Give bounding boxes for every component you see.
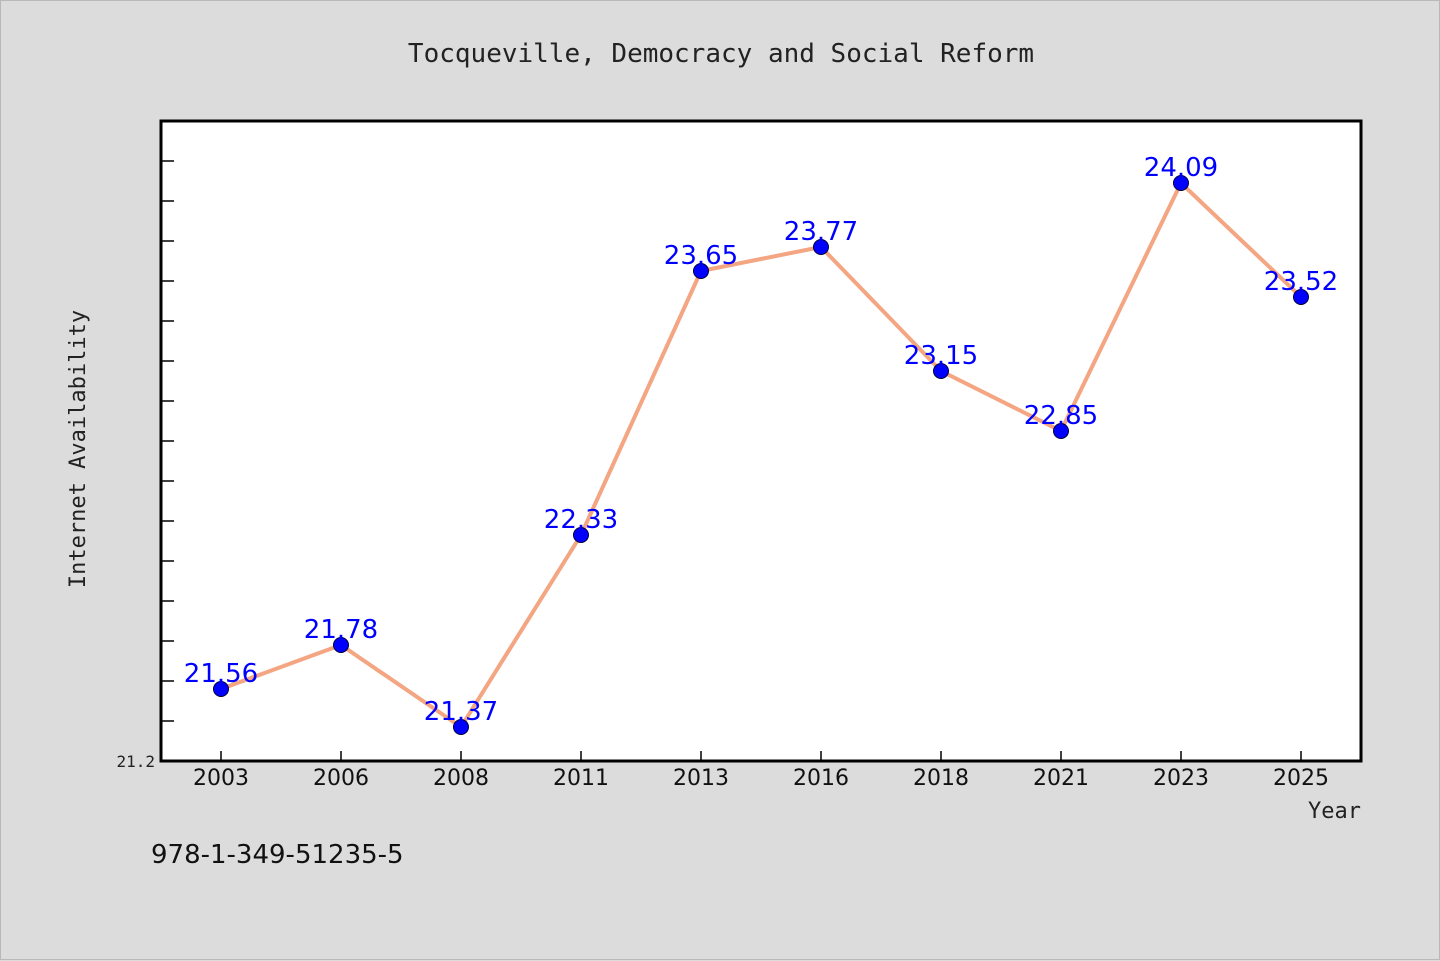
data-point-marker <box>573 527 589 543</box>
data-point-marker <box>1173 175 1189 191</box>
data-label: 24.09 <box>1144 153 1218 183</box>
x-tick-label: 2025 <box>1273 766 1329 791</box>
data-label: 21.78 <box>304 615 378 645</box>
y-tick-label-min: 21.2 <box>116 752 155 771</box>
data-label: 21.37 <box>424 697 498 727</box>
x-tick-label: 2021 <box>1033 766 1089 791</box>
data-point-marker <box>1053 423 1069 439</box>
data-point-marker <box>1293 289 1309 305</box>
x-tick-label: 2023 <box>1153 766 1209 791</box>
data-point-marker <box>213 681 229 697</box>
x-tick-label: 2006 <box>313 766 369 791</box>
chart-title: Tocqueville, Democracy and Social Reform <box>408 39 1034 69</box>
data-label: 22.33 <box>544 505 618 535</box>
data-point-marker <box>333 637 349 653</box>
data-label: 23.52 <box>1264 267 1338 297</box>
data-label: 21.56 <box>184 659 258 689</box>
x-tick-label: 2018 <box>913 766 969 791</box>
plot-area <box>159 119 1363 763</box>
series-line <box>219 181 1303 729</box>
x-tick-label: 2016 <box>793 766 849 791</box>
data-point-marker <box>813 239 829 255</box>
data-label: 23.77 <box>784 217 858 247</box>
series-line-group <box>219 181 1303 729</box>
x-tick-label: 2003 <box>193 766 249 791</box>
x-tick-label: 2011 <box>553 766 609 791</box>
y-axis-label: Internet Availability <box>66 310 91 588</box>
x-axis-label: Year <box>1308 799 1361 824</box>
data-point-marker <box>693 263 709 279</box>
x-tick-label: 2013 <box>673 766 729 791</box>
y-axis-ticks <box>161 160 174 722</box>
data-label: 23.15 <box>904 341 978 371</box>
x-axis-ticks: 2003 2006 2008 2011 2013 2016 2018 2021 2023 2025 <box>193 751 1329 791</box>
data-label: 23.65 <box>664 241 738 271</box>
data-labels: 21.56 21.78 21.37 22.33 23.65 23.77 23.15 22.85… <box>184 153 1338 727</box>
x-tick-label: 2008 <box>433 766 489 791</box>
data-markers <box>213 175 1309 735</box>
footer-id-text: 978-1-349-51235-5 <box>151 840 404 870</box>
data-point-marker <box>933 363 949 379</box>
data-label: 22.85 <box>1024 401 1098 431</box>
data-point-marker <box>453 719 469 735</box>
